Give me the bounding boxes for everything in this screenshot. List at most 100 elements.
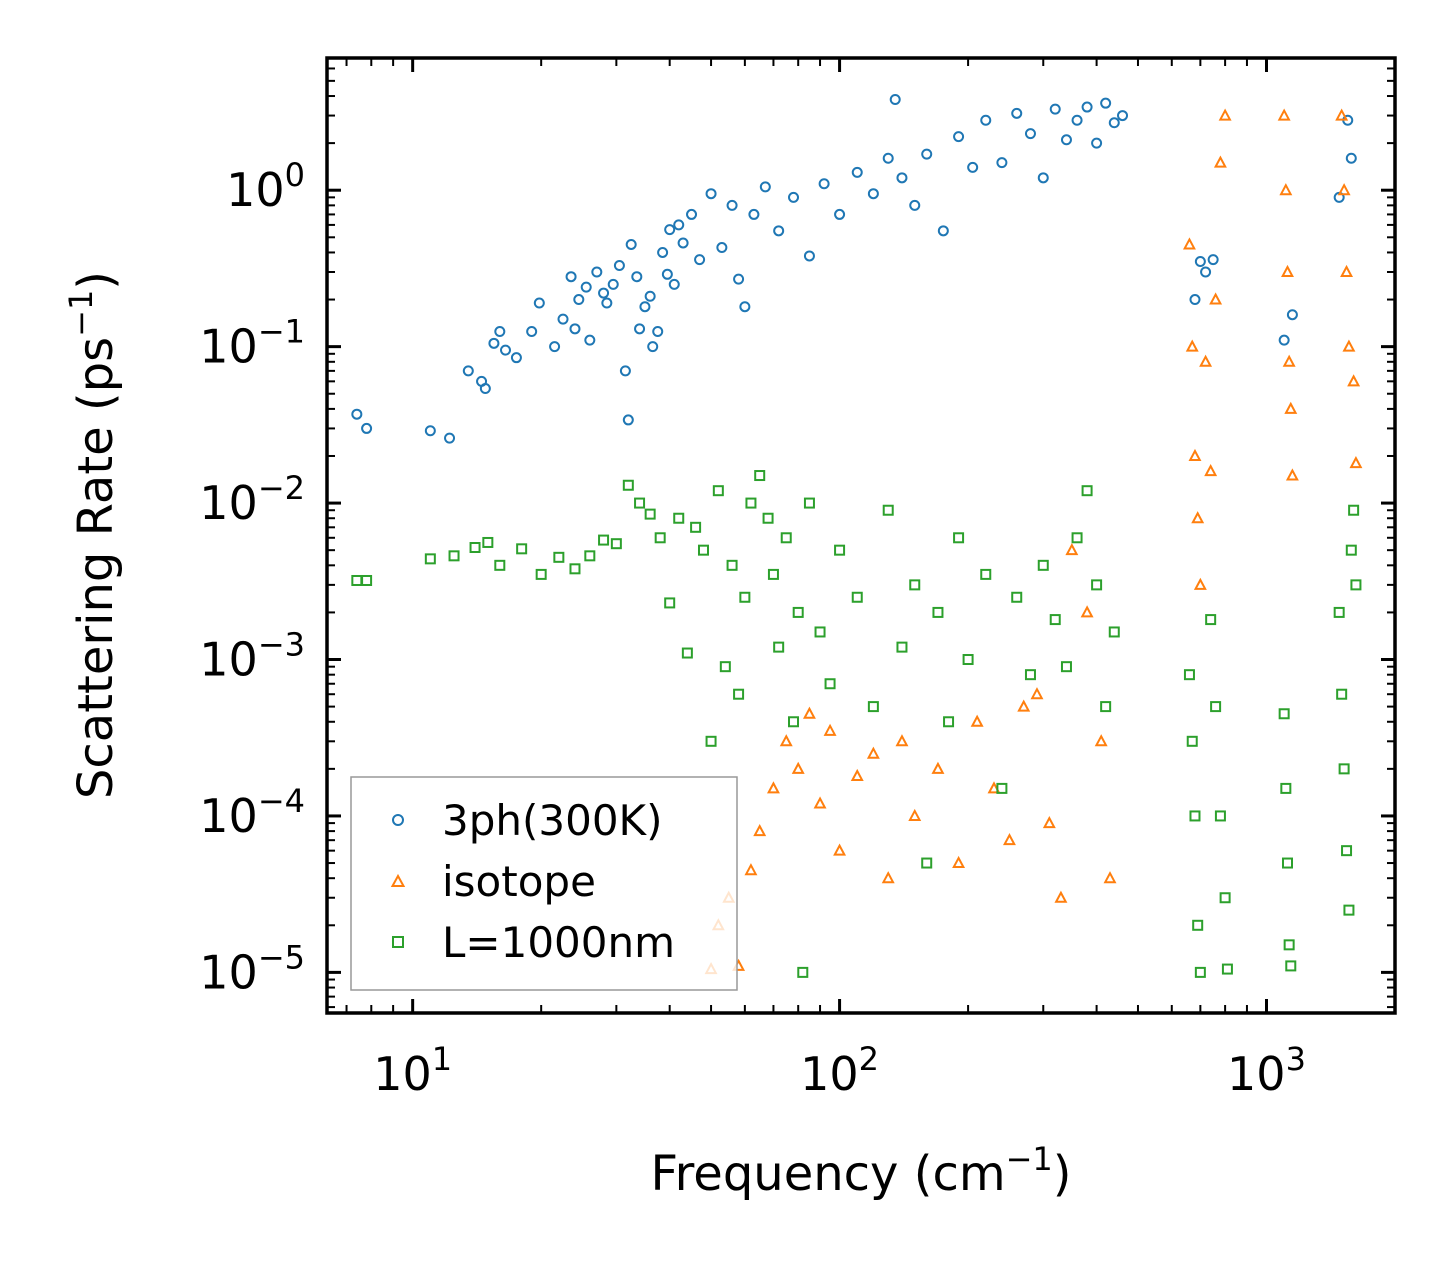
- data-point: [1081, 485, 1093, 497]
- data-point: [573, 294, 585, 306]
- data-point: [424, 553, 436, 565]
- data-point: [535, 568, 547, 580]
- legend-entry-3ph: 3ph(300K): [392, 796, 662, 845]
- data-point: [1081, 101, 1093, 113]
- data-point: [1279, 183, 1293, 196]
- data-point: [644, 508, 656, 520]
- data-point: [762, 512, 774, 524]
- data-point: [1341, 845, 1353, 857]
- data-point: [1214, 810, 1226, 822]
- data-point: [516, 543, 528, 555]
- data-point: [694, 254, 706, 266]
- y-tick-label: 10−3: [199, 626, 305, 687]
- data-point: [1337, 183, 1351, 196]
- data-point: [1210, 701, 1222, 713]
- legend: 3ph(300K) isotope L=1000nm: [350, 776, 738, 991]
- data-point: [980, 114, 992, 126]
- data-point: [1060, 134, 1072, 146]
- data-point: [654, 532, 666, 544]
- data-point: [1218, 108, 1232, 121]
- data-point: [657, 246, 669, 258]
- data-point: [647, 341, 659, 353]
- y-tick-label: 10−2: [199, 469, 305, 530]
- data-point: [652, 325, 664, 337]
- data-point: [1080, 605, 1094, 618]
- data-point: [1284, 401, 1298, 414]
- data-point: [584, 550, 596, 562]
- data-point: [824, 678, 836, 690]
- x-tick-label: 101: [373, 1040, 452, 1101]
- data-point: [584, 334, 596, 346]
- data-point: [462, 365, 474, 377]
- data-point: [882, 504, 894, 516]
- legend-label-3ph: 3ph(300K): [442, 796, 662, 845]
- data-point: [1333, 606, 1345, 618]
- data-point: [591, 266, 603, 278]
- data-point: [797, 966, 809, 978]
- data-point: [664, 597, 676, 609]
- data-point: [851, 591, 863, 603]
- data-point: [953, 532, 965, 544]
- data-point: [851, 166, 863, 178]
- data-point: [967, 161, 979, 173]
- data-point: [1100, 701, 1112, 713]
- data-point: [802, 706, 816, 719]
- data-point: [1065, 543, 1079, 556]
- data-point: [909, 199, 921, 211]
- tick-labels: 101 102 103 100 10−1 10−2 10−3 10−4 10−5: [199, 156, 1306, 1101]
- data-point: [719, 661, 731, 673]
- data-point: [931, 761, 945, 774]
- data-point: [1199, 354, 1213, 367]
- data-point: [1281, 264, 1294, 278]
- data-point: [866, 746, 880, 759]
- data-point: [569, 563, 581, 575]
- data-point: [773, 225, 785, 237]
- data-point: [733, 273, 745, 285]
- data-point: [1108, 117, 1120, 129]
- data-point: [1030, 687, 1044, 700]
- data-point: [681, 647, 693, 659]
- data-point: [1024, 669, 1036, 681]
- legend-entry-boundary: L=1000nm: [392, 918, 675, 967]
- data-point: [444, 432, 456, 444]
- data-point: [351, 408, 363, 420]
- data-point: [1185, 339, 1199, 352]
- data-point: [482, 536, 494, 548]
- data-point: [712, 485, 724, 497]
- data-point: [1189, 294, 1201, 306]
- data-point: [622, 479, 634, 491]
- data-point: [943, 716, 955, 728]
- data-point: [716, 242, 728, 254]
- data-point: [1286, 309, 1298, 321]
- data-point: [1186, 735, 1198, 747]
- legend-entry-isotope: isotope: [390, 857, 596, 906]
- data-point: [1338, 763, 1350, 775]
- data-point: [980, 568, 992, 580]
- data-point: [1071, 532, 1083, 544]
- data-point: [921, 148, 933, 160]
- data-point: [881, 871, 895, 884]
- data-point: [803, 497, 815, 509]
- data-point: [1024, 128, 1036, 140]
- data-point: [1002, 833, 1016, 846]
- data-point: [1350, 579, 1362, 591]
- data-point: [952, 855, 966, 869]
- data-point: [1108, 626, 1120, 638]
- data-point: [921, 857, 933, 869]
- data-point: [1091, 579, 1103, 591]
- data-point: [533, 297, 545, 309]
- y-axis-label: Scattering Rate (ps−1): [62, 271, 124, 799]
- data-point: [1094, 734, 1108, 747]
- data-point: [1100, 97, 1112, 109]
- y-tick-label: 10−1: [199, 313, 305, 374]
- data-point: [1213, 155, 1227, 168]
- data-point: [1336, 688, 1348, 700]
- data-point: [1049, 103, 1061, 115]
- data-point: [622, 414, 634, 426]
- data-point: [351, 574, 363, 586]
- data-point: [909, 579, 921, 591]
- data-point: [788, 716, 800, 728]
- data-point: [673, 219, 685, 231]
- legend-label-boundary: L=1000nm: [442, 918, 675, 967]
